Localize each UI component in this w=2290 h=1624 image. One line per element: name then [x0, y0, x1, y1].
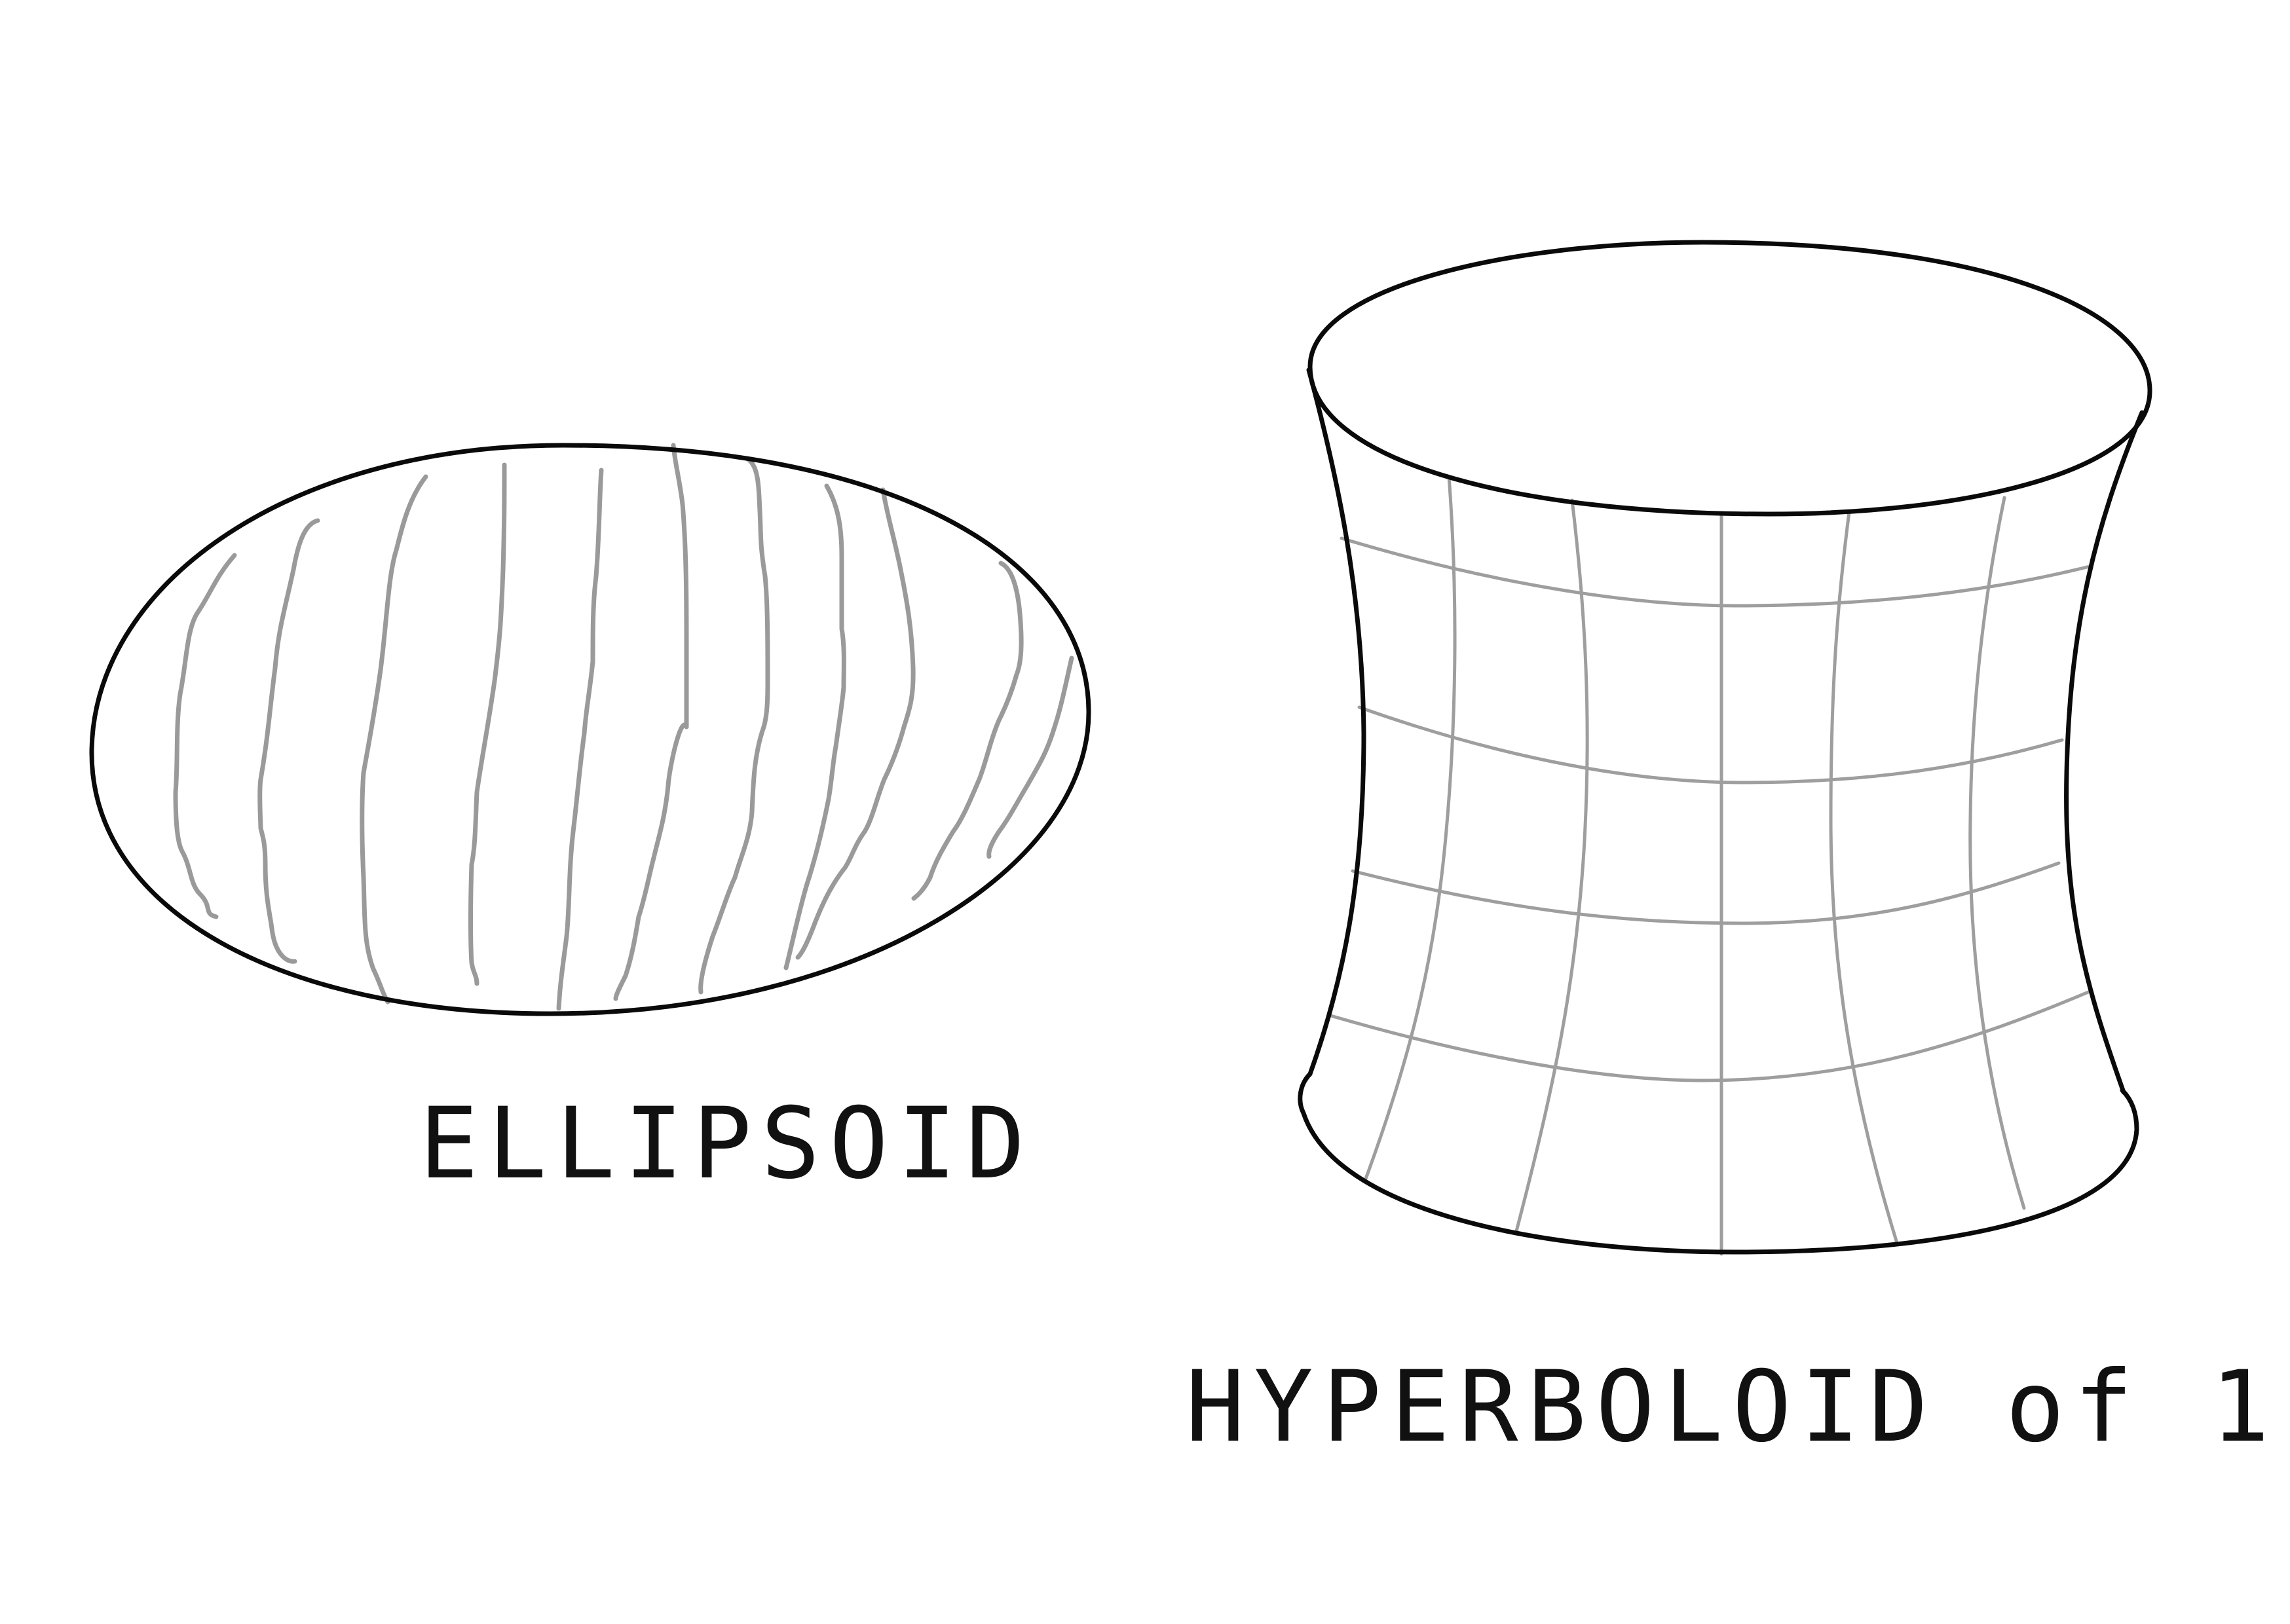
- hatch-line: [795, 487, 916, 960]
- grid-line: [1351, 861, 2061, 925]
- hyperboloid-left-side: [1306, 367, 1366, 1077]
- hyperboloid-top-ellipse: [1307, 240, 2152, 517]
- hatch-line: [698, 456, 770, 995]
- hatch-line: [257, 518, 320, 964]
- hatch-line: [911, 561, 1024, 901]
- grid-line: [1364, 475, 1457, 1181]
- hyperboloid-label: HYPERBOLOID of 1 SHEET: [1186, 1350, 2290, 1464]
- ellipsoid-label: ELLIPSOID: [419, 1087, 1034, 1201]
- hatch-line: [360, 474, 428, 1005]
- hatch-line: [173, 553, 237, 919]
- grid-line: [1829, 510, 1898, 1243]
- grid-line: [1968, 496, 2026, 1210]
- hyperboloid-right-side: [2064, 410, 2145, 1095]
- hyperboloid-bottom-ellipse: [1298, 1071, 2139, 1255]
- grid-line: [1514, 498, 1589, 1233]
- hatch-line: [556, 468, 604, 1011]
- grid-line: [1326, 990, 2090, 1082]
- ellipsoid-figure: [89, 443, 1091, 1016]
- hatch-line: [468, 462, 507, 986]
- ellipsoid-outline: [89, 443, 1091, 1016]
- hyperboloid-figure: [1298, 240, 2152, 1256]
- hyperboloid-grid-vertical: [1364, 475, 2026, 1256]
- ellipsoid-hatching: [173, 443, 1074, 1011]
- grid-line: [1340, 536, 2092, 608]
- hatch-line: [986, 655, 1074, 859]
- hatch-line: [783, 483, 846, 970]
- grid-line: [1357, 705, 2064, 784]
- hatch-line: [613, 443, 689, 1001]
- hyperboloid-grid-horizontal: [1326, 536, 2092, 1082]
